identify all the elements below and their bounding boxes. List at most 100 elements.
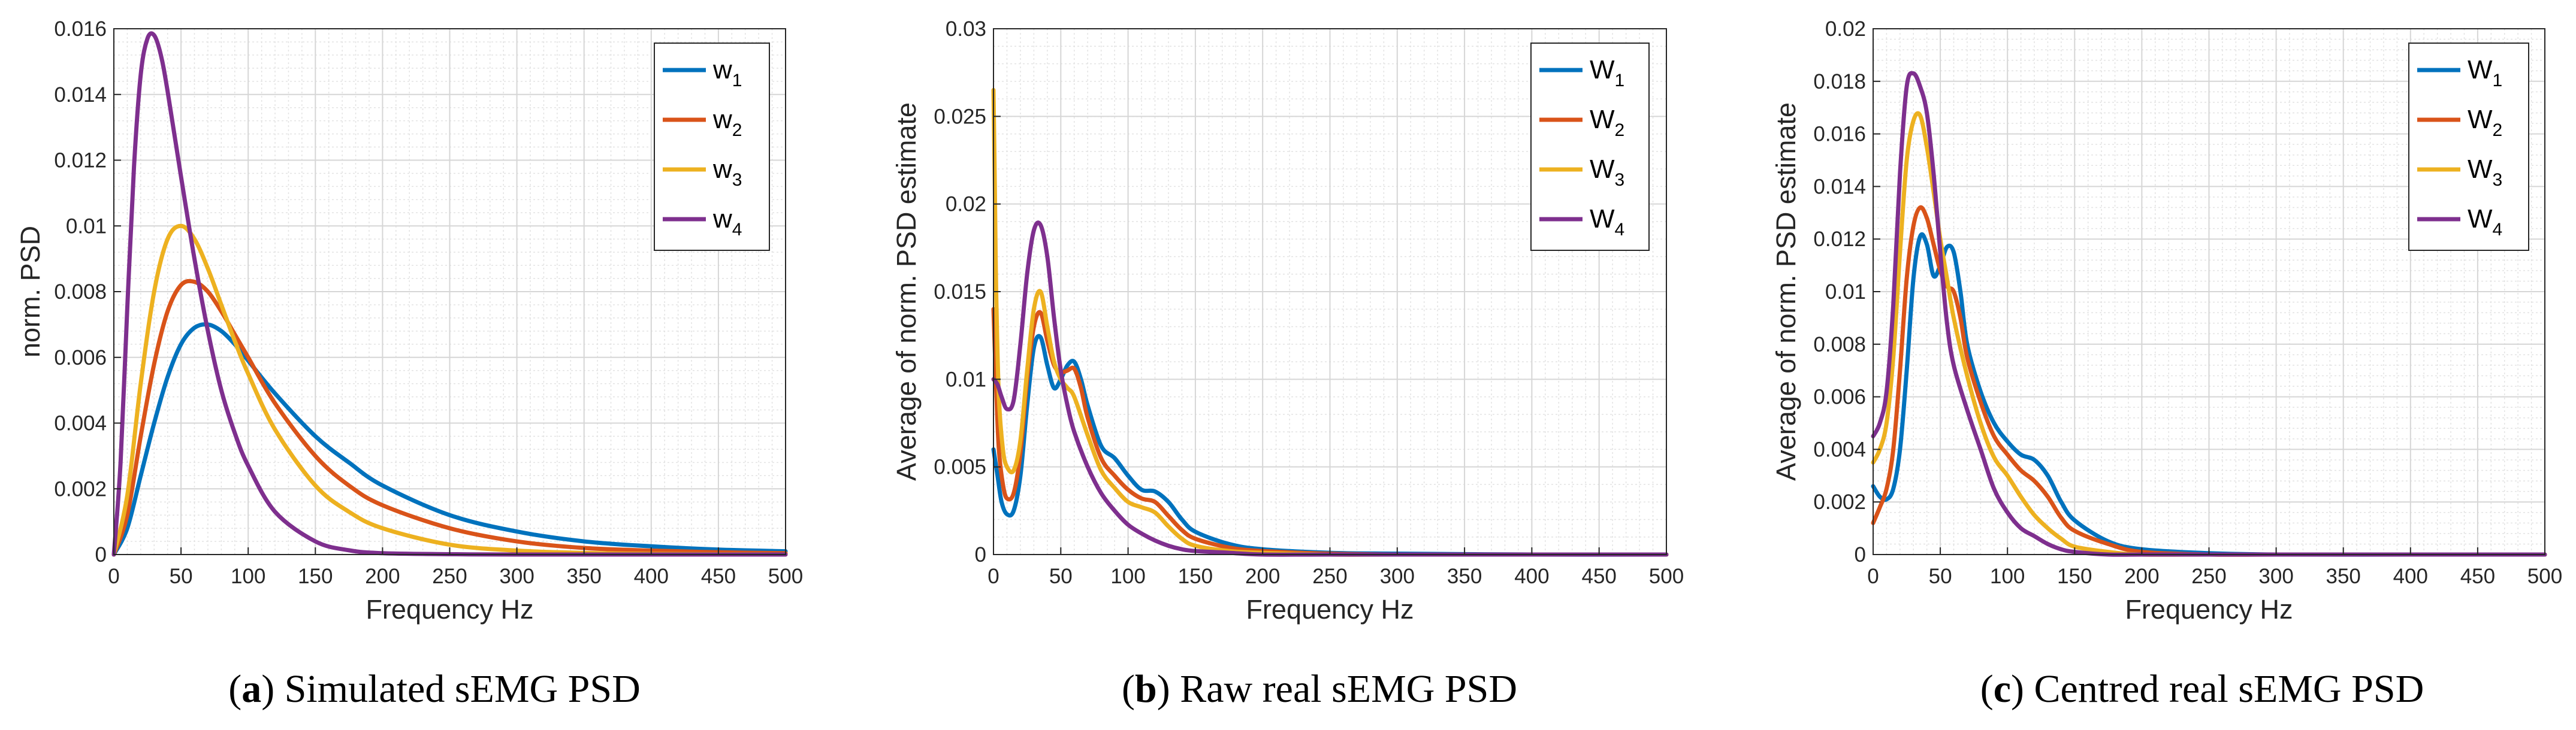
y-tick-label: 0.004 [1813,438,1866,461]
legend-label-sub: 2 [2493,120,2503,140]
y-tick-label: 0.006 [54,346,107,369]
x-tick-label: 400 [1514,565,1549,588]
legend-label-name: W [1590,55,1615,84]
legend-label-name: W [1590,204,1615,234]
legend-label-name: W [1590,105,1615,134]
x-tick-label: 300 [1380,565,1415,588]
x-tick-label: 50 [1049,565,1073,588]
series-line-w1 [111,322,788,557]
caption-paren-close: ) [261,667,284,711]
legend-label-name: W [2468,155,2493,184]
caption-paren-open: ( [1122,667,1135,711]
legend-label-sub: 1 [1615,71,1625,90]
x-tick-label: 300 [499,565,534,588]
caption-paren-open: ( [228,667,241,711]
legend-label: w2 [712,105,742,140]
x-tick-label: 400 [2393,565,2428,588]
caption-letter: b [1135,667,1157,711]
y-tick-label: 0.006 [1813,386,1866,409]
y-tick-label: 0.014 [1813,175,1866,198]
x-tick-label: 200 [1245,565,1280,588]
panel-caption: (c) Centred real sEMG PSD [1980,667,2424,711]
caption-paren-open: ( [1980,667,1994,711]
y-tick-label: 0.012 [1813,228,1866,251]
x-tick-label: 300 [2258,565,2293,588]
x-tick-label: 450 [2460,565,2495,588]
y-tick-label: 0.02 [946,193,986,216]
legend-box [2408,43,2529,251]
caption-text: Raw real sEMG PSD [1180,667,1517,711]
legend-label-sub: 1 [732,71,742,90]
legend-label: w1 [712,55,742,90]
y-tick-label: 0.002 [54,477,107,501]
x-tick-label: 150 [2057,565,2092,588]
x-tick-label: 400 [634,565,669,588]
y-tick-label: 0.016 [54,17,107,41]
x-tick-label: 0 [1867,565,1879,588]
series-group [111,31,788,557]
x-tick-label: 100 [1990,565,2025,588]
panel-b: 0 50 100 150 200 250 300 350 400 450 500 0 0.005 0.01… [891,17,1684,711]
y-tick-label: 0 [1855,543,1866,567]
panel-caption: (b) Raw real sEMG PSD [1122,667,1517,711]
panel-a: 0 50 100 150 200 250 300 350 400 450 500 0 0.002 0.00… [15,17,803,711]
legend-label: W3 [1590,155,1624,190]
legend-label-sub: 2 [1615,120,1625,140]
x-tick-label: 0 [987,565,999,588]
legend-label-name: w [712,204,732,234]
legend-label-name: W [2468,105,2493,134]
y-tick-label: 0.002 [1813,490,1866,514]
x-tick-label: 50 [1929,565,1952,588]
caption-paren-close: ) [2011,667,2034,711]
y-tick-label: 0.02 [1825,17,1866,41]
y-tick-label: 0.012 [54,149,107,172]
y-tick-label: 0.025 [934,105,986,128]
x-tick-label: 450 [1581,565,1616,588]
legend-label: W1 [1590,55,1624,90]
x-tick-label: 250 [2191,565,2226,588]
y-axis-label: Average of norm. PSD estimate [1771,102,1801,481]
legend-box [654,43,770,251]
x-tick-label: 350 [1447,565,1482,588]
y-tick-label: 0.008 [1813,333,1866,356]
y-tick-label: 0.016 [1813,123,1866,146]
y-tick-label: 0.01 [66,214,107,238]
x-axis-label: Frequency Hz [2125,594,2293,625]
caption-text: Simulated sEMG PSD [285,667,641,711]
legend-label: w3 [712,155,742,190]
y-tick-label: 0.015 [934,280,986,304]
x-tick-label: 250 [1312,565,1347,588]
x-tick-label: 500 [768,565,803,588]
legend-label-sub: 3 [1615,170,1625,190]
series-group [991,87,1669,557]
y-axis-label: Average of norm. PSD estimate [891,102,922,481]
x-tick-label: 0 [108,565,119,588]
x-tick-label: 350 [2326,565,2360,588]
legend-label-name: W [2468,204,2493,234]
panel-caption: (a) Simulated sEMG PSD [228,667,641,711]
x-tick-label: 350 [566,565,601,588]
y-tick-label: 0 [975,543,986,567]
caption-text: Centred real sEMG PSD [2034,667,2424,711]
x-axis-label: Frequency Hz [366,594,533,625]
y-tick-label: 0.008 [54,280,107,304]
y-axis-label: norm. PSD [15,226,46,358]
legend-label: W4 [2468,204,2502,240]
legend-label-name: W [1590,155,1615,184]
caption-letter: c [1994,667,2011,711]
y-tick-label: 0.01 [946,368,986,391]
x-tick-label: 500 [1649,565,1684,588]
legend-label: w4 [712,204,742,240]
legend-label-sub: 2 [732,120,742,140]
legend-label-name: w [712,55,732,84]
legend-label-sub: 3 [732,170,742,190]
y-tick-label: 0 [95,543,107,567]
legend-label-sub: 1 [2493,71,2503,90]
x-tick-label: 150 [298,565,333,588]
legend-label-name: w [712,155,732,184]
legend-label: W1 [2468,55,2502,90]
y-tick-label: 0.005 [934,456,986,479]
x-tick-label: 150 [1178,565,1213,588]
